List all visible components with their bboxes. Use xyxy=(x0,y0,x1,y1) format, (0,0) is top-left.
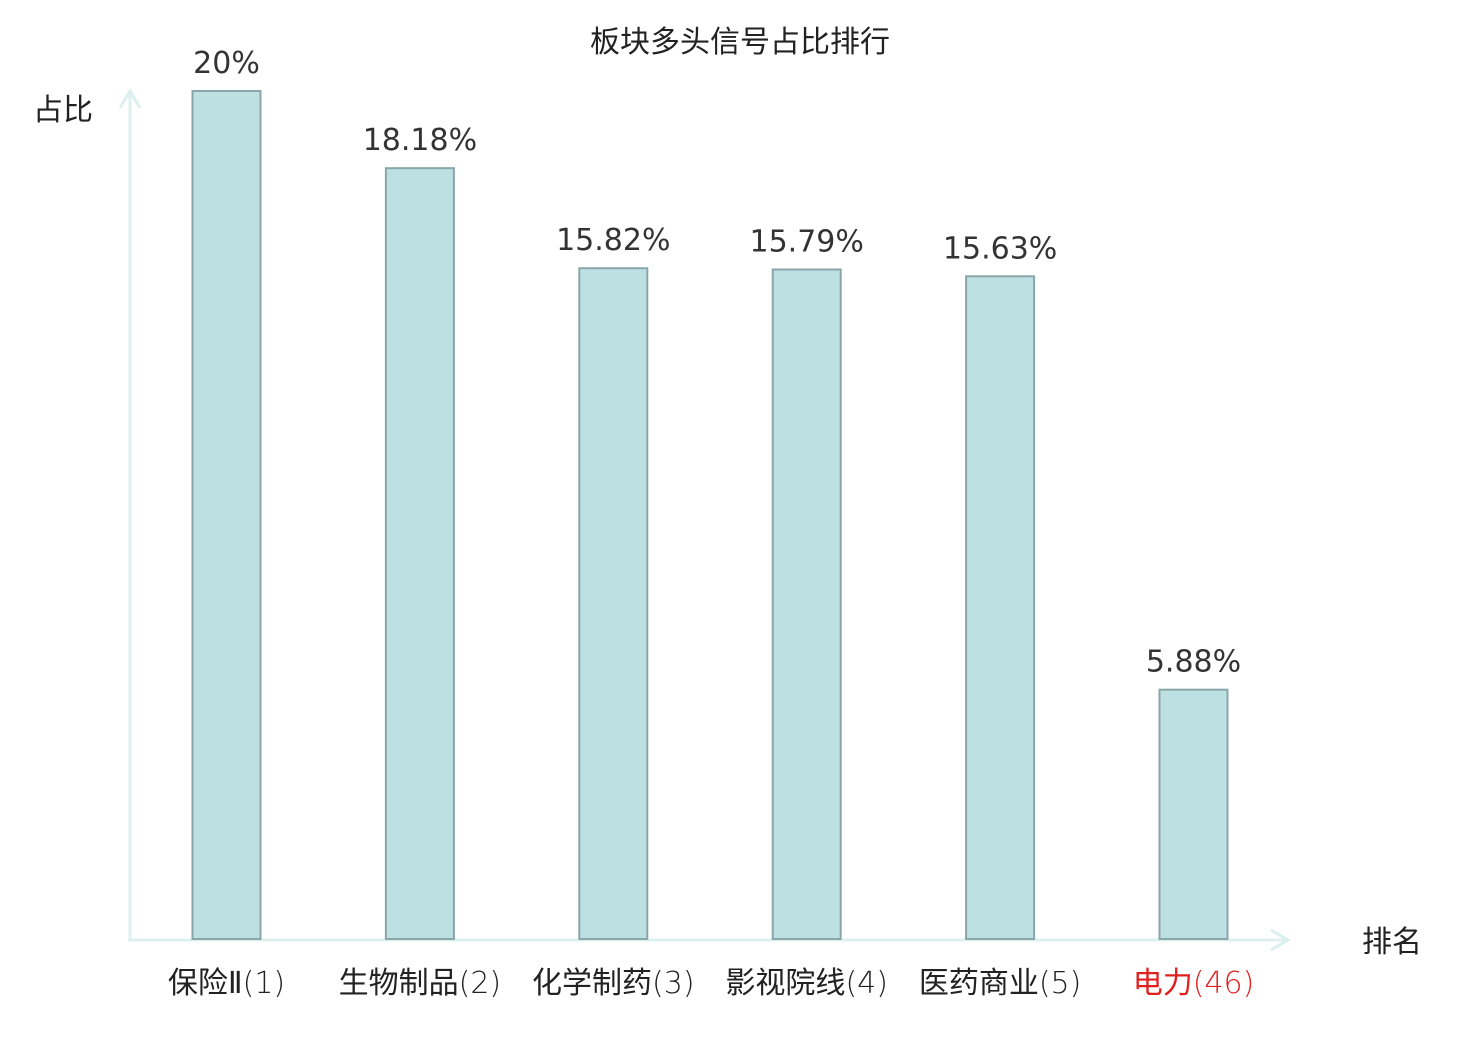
y-axis-label: 占比 xyxy=(33,93,93,128)
category-name-3: 化学制药 xyxy=(532,966,652,1001)
value-label-3: 15.82% xyxy=(556,223,670,258)
value-label-1: 20% xyxy=(193,46,260,81)
value-label-2: 18.18% xyxy=(363,123,477,158)
category-rank-5: (5) xyxy=(1039,966,1082,1001)
category-name-6: 电力 xyxy=(1133,966,1193,1001)
category-rank-1: (1) xyxy=(243,966,286,1001)
category-rank-4: (4) xyxy=(845,966,888,1001)
axes xyxy=(118,88,1291,952)
category-label-3: 化学制药(3) xyxy=(532,966,695,1001)
category-label-5: 医药商业(5) xyxy=(919,966,1082,1001)
value-label-5: 15.63% xyxy=(943,231,1057,266)
category-label-1: 保险Ⅱ(1) xyxy=(168,966,285,1001)
x-axis-label: 排名 xyxy=(1362,925,1422,960)
category-name-4: 影视院线 xyxy=(725,966,845,1001)
bar-6 xyxy=(1158,688,1229,940)
category-label-6: 电力(46) xyxy=(1133,966,1255,1001)
category-label-2: 生物制品(2) xyxy=(339,966,502,1001)
value-labels-group: 20% 18.18% 15.82% 15.79% 15.63% 5.88% xyxy=(193,46,1241,680)
category-rank-3: (3) xyxy=(652,966,695,1001)
category-rank-2: (2) xyxy=(459,966,502,1001)
category-labels-group: 保险Ⅱ(1) 生物制品(2) 化学制药(3) 影视院线(4) 医药商业(5) 电力(46) xyxy=(168,966,1254,1001)
chart-title: 板块多头信号占比排行 xyxy=(590,25,890,60)
bar-4 xyxy=(771,268,842,940)
value-label-6: 5.88% xyxy=(1146,645,1241,680)
bar-1 xyxy=(191,90,262,940)
category-label-4: 影视院线(4) xyxy=(725,966,888,1001)
x-axis-arrow xyxy=(1270,928,1291,952)
bar-2 xyxy=(384,167,455,940)
category-name-5: 医药商业 xyxy=(919,966,1039,1001)
bars-group xyxy=(191,90,1229,940)
bar-3 xyxy=(578,267,649,940)
category-name-2: 生物制品 xyxy=(339,966,459,1001)
category-name-1: 保险Ⅱ xyxy=(168,966,243,1001)
bar-5 xyxy=(965,275,1036,940)
y-axis-arrow xyxy=(118,88,142,109)
value-label-4: 15.79% xyxy=(750,225,864,260)
category-rank-6: (46) xyxy=(1193,966,1255,1001)
